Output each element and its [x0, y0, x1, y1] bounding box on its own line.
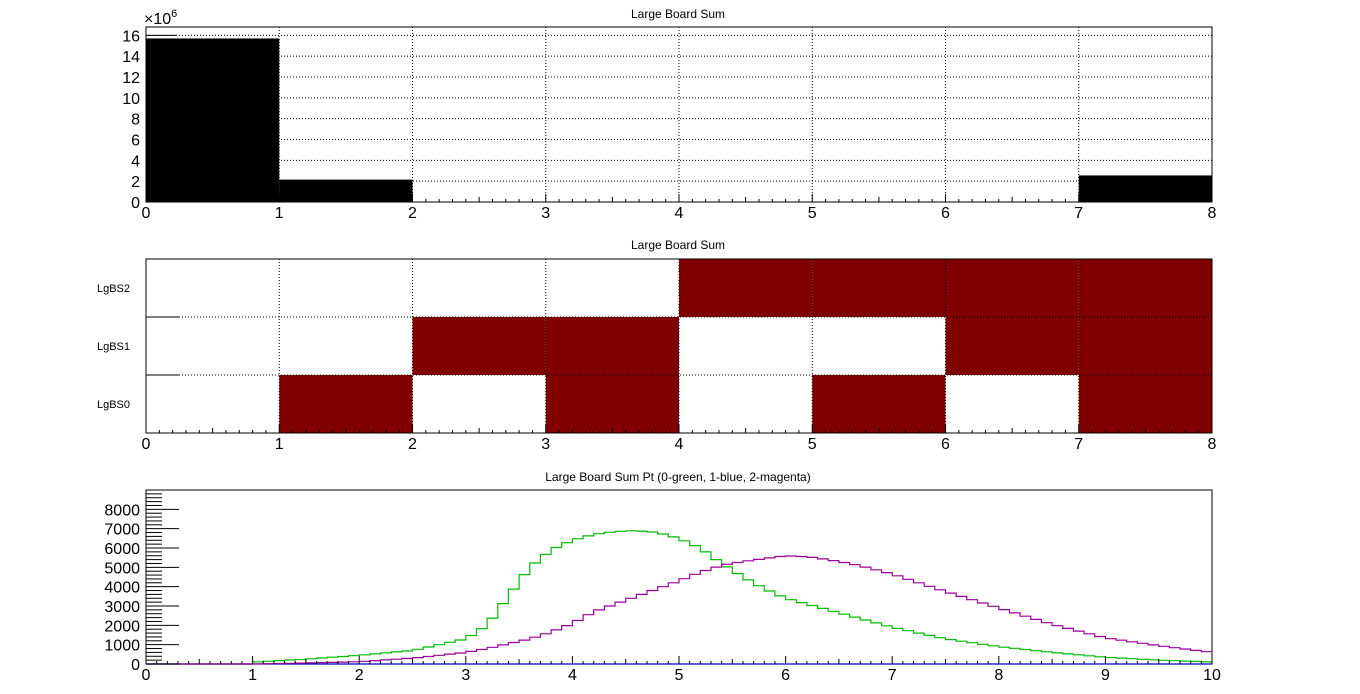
panel3-x-tick-label: 10 [1203, 667, 1221, 684]
panel2-row-label: LgBS1 [97, 341, 130, 353]
panel3-x-tick-label: 5 [675, 667, 684, 684]
panel3-x-tick-label: 8 [994, 667, 1003, 684]
panel2-row-label: LgBS0 [97, 399, 130, 411]
panel2-x-tick-label: 3 [541, 436, 550, 453]
panel1-y-tick-label: 10 [122, 91, 140, 108]
panel3-x-tick-label: 2 [355, 667, 364, 684]
panel1-y-tick-label: 14 [122, 49, 140, 66]
panel3-title: Large Board Sum Pt (0-green, 1-blue, 2-m… [545, 470, 810, 484]
panel3-x-tick-label: 1 [248, 667, 257, 684]
panel3-y-tick-label: 2000 [104, 618, 140, 635]
heatmap-cell [1078, 259, 1212, 317]
panel3-y-tick-label: 1000 [104, 638, 140, 655]
panel1-exponent: 6 [171, 8, 177, 20]
panel1-x-tick-label: 8 [1208, 205, 1217, 222]
panel1-x-tick-label: 5 [808, 205, 817, 222]
panel3-y-tick-label: 0 [131, 657, 140, 674]
panel1-y-tick-label: 16 [122, 28, 140, 45]
panel2-x-tick-label: 4 [675, 436, 684, 453]
heatmap-cell [279, 375, 413, 433]
panel1-y-tick-label: 12 [122, 70, 140, 87]
pt-series-line [146, 530, 1212, 665]
heatmap-cell [945, 317, 1079, 375]
pt-distribution-panel: Large Board Sum Pt (0-green, 1-blue, 2-m… [104, 470, 1221, 684]
panel3-y-tick-label: 3000 [104, 599, 140, 616]
panel2-title: Large Board Sum [631, 238, 725, 252]
panel3-y-tick-label: 8000 [104, 502, 140, 519]
heatmap-cell [812, 259, 946, 317]
panel3-y-tick-label: 5000 [104, 560, 140, 577]
panel1-x-tick-label: 3 [541, 205, 550, 222]
heatmap-panel: Large Board Sum LgBS0 LgBS1 LgBS2 0 1 2 3 4 5 6 7 8 [97, 238, 1217, 453]
panel3-x-tick-label: 3 [461, 667, 470, 684]
heatmap-cell [1078, 375, 1212, 433]
panel1-x-tick-label: 7 [1074, 205, 1083, 222]
panel1-x-tick-label: 6 [941, 205, 950, 222]
panel1-title: Large Board Sum [631, 7, 725, 21]
panel2-x-tick-label: 2 [408, 436, 417, 453]
panel3-x-tick-label: 4 [568, 667, 577, 684]
panel1-exponent-label: ×106 [144, 8, 177, 28]
panel1-bar [146, 38, 280, 203]
panel2-x-tick-label: 1 [275, 436, 284, 453]
panel2-x-tick-label: 8 [1208, 436, 1217, 453]
panel1-y-tick-label: 0 [131, 195, 140, 212]
panel2-row-label: LgBS2 [97, 283, 130, 295]
panel3-x-tick-label: 7 [888, 667, 897, 684]
heatmap-cell [679, 259, 813, 317]
panel1-y-tick-label: 6 [131, 133, 140, 150]
heatmap-cell [412, 317, 546, 375]
heatmap-cell [1078, 317, 1212, 375]
heatmap-cell [812, 375, 946, 433]
panel1-x-tick-label: 1 [275, 205, 284, 222]
panel1-bar [279, 179, 413, 202]
panel1-y-tick-label: 2 [131, 174, 140, 191]
panel3-y-tick-label: 4000 [104, 580, 140, 597]
panel1-y-tick-label: 8 [131, 112, 140, 129]
panel3-x-tick-label: 0 [142, 667, 151, 684]
panel1-x-tick-label: 4 [675, 205, 684, 222]
panel2-x-tick-label: 5 [808, 436, 817, 453]
heatmap-cell [545, 317, 679, 375]
panel3-y-tick-label: 7000 [104, 522, 140, 539]
panel1-y-tick-label: 4 [131, 153, 140, 170]
panel3-x-tick-label: 6 [781, 667, 790, 684]
panel3-y-tick-label: 6000 [104, 541, 140, 558]
panel2-x-tick-label: 0 [142, 436, 151, 453]
panel3-frame [145, 489, 1213, 665]
histogram-panel: Large Board Sum ×106 0 1 2 3 4 5 6 7 80246810121… [122, 7, 1216, 222]
panel2-x-tick-label: 7 [1074, 436, 1083, 453]
heatmap-cell [945, 259, 1079, 317]
panel3-x-tick-label: 9 [1101, 667, 1110, 684]
pt-series-line [146, 555, 1212, 665]
panel1-x-tick-label: 2 [408, 205, 417, 222]
panel2-x-tick-label: 6 [941, 436, 950, 453]
heatmap-cell [545, 375, 679, 433]
panel1-x-tick-label: 0 [142, 205, 151, 222]
